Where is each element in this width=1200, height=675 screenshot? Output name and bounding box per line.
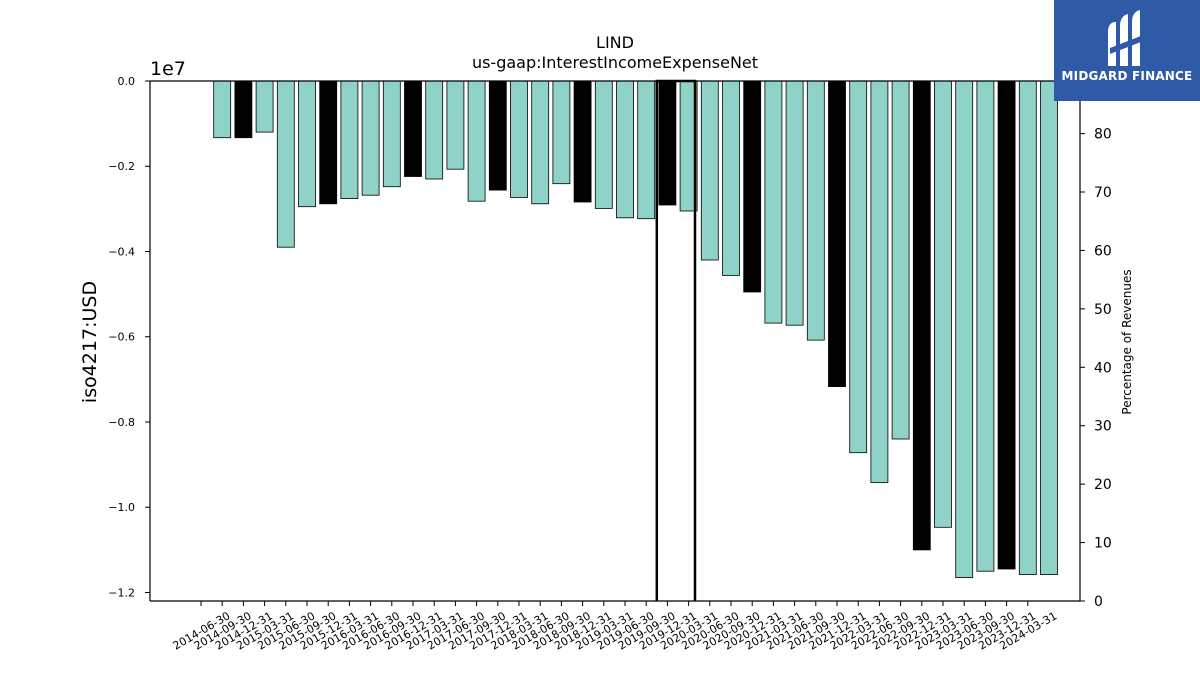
bar-2018-06-30 bbox=[531, 80, 550, 205]
y2-tick-label: 10 bbox=[1094, 536, 1112, 552]
y-tick-label: 0.0 bbox=[118, 75, 136, 88]
y-tick-label: −1.2 bbox=[108, 586, 135, 599]
bar-2017-09-30 bbox=[467, 80, 486, 202]
y2-tick-label: 30 bbox=[1094, 419, 1112, 435]
bar-2015-06-30 bbox=[276, 80, 295, 248]
bar-2018-09-30 bbox=[552, 80, 571, 185]
bar-2023-12-31 bbox=[997, 80, 1016, 570]
bar-2019-09-30 bbox=[637, 80, 656, 220]
bar-2023-03-31 bbox=[934, 80, 952, 528]
bar-2014-12-31 bbox=[234, 80, 253, 139]
bar-2016-06-30 bbox=[361, 80, 380, 196]
bar-2019-03-31 bbox=[594, 80, 613, 209]
y-tick-label: −0.6 bbox=[108, 331, 135, 344]
y-axis-offset-label: 1e7 bbox=[150, 58, 186, 80]
bar-2016-12-31 bbox=[404, 80, 422, 177]
bar-2015-03-31 bbox=[255, 80, 274, 133]
y-axis-label: iso4217:USD bbox=[79, 281, 101, 403]
bar-2018-03-31 bbox=[510, 80, 528, 198]
bar-2017-12-31 bbox=[488, 80, 507, 191]
y2-tick-label: 0 bbox=[1094, 594, 1103, 610]
bar-2023-09-30 bbox=[976, 80, 995, 572]
y2-tick-label: 40 bbox=[1094, 360, 1112, 376]
bar-2021-06-30 bbox=[785, 80, 804, 326]
chart-subtitle: us-gaap:InterestIncomeExpenseNet bbox=[472, 53, 758, 72]
bar-2022-06-30 bbox=[870, 80, 889, 483]
chart-title: LIND bbox=[596, 33, 634, 52]
bar-2019-12-31 bbox=[658, 80, 677, 206]
bar-2021-09-30 bbox=[806, 80, 825, 341]
y-tick-label: −0.4 bbox=[108, 245, 135, 258]
y2-tick-label: 20 bbox=[1094, 477, 1112, 493]
midgard-logo-icon bbox=[1108, 10, 1146, 66]
brand-logo: MIDGARD FINANCE bbox=[1054, 0, 1200, 101]
bar-2015-09-30 bbox=[298, 80, 316, 208]
bar-2021-03-31 bbox=[764, 80, 783, 324]
bar-2019-06-30 bbox=[616, 80, 634, 219]
bar-2021-12-31 bbox=[828, 80, 846, 388]
y2-axis-label: Percentage of Revenues bbox=[1120, 269, 1134, 414]
y2-tick-label: 60 bbox=[1094, 243, 1112, 259]
bar-2018-12-31 bbox=[573, 80, 592, 203]
y-tick-label: −0.8 bbox=[108, 416, 135, 429]
y2-tick-label: 50 bbox=[1094, 302, 1112, 318]
bar-2017-03-31 bbox=[425, 80, 444, 180]
bar-2022-03-31 bbox=[849, 80, 868, 454]
y2-tick-label: 80 bbox=[1094, 127, 1112, 143]
bar-2022-09-30 bbox=[891, 80, 910, 440]
y-tick-label: −1.0 bbox=[108, 501, 135, 514]
brand-logo-text: MIDGARD FINANCE bbox=[1061, 69, 1193, 83]
bar-2020-09-30 bbox=[722, 80, 740, 276]
bar-2023-06-30 bbox=[955, 80, 974, 579]
bar-2015-12-31 bbox=[319, 80, 338, 205]
bar-2020-12-31 bbox=[743, 80, 762, 293]
bar-2024-03-31 bbox=[1018, 80, 1037, 576]
bar-2016-03-31 bbox=[340, 80, 359, 199]
y2-tick-label: 70 bbox=[1094, 185, 1112, 201]
y-tick-label: −0.2 bbox=[108, 160, 135, 173]
bar-2016-09-30 bbox=[382, 80, 401, 188]
bar-2022-12-31 bbox=[912, 80, 931, 551]
bar-2020-06-30 bbox=[700, 80, 719, 261]
bar-2017-06-30 bbox=[446, 80, 465, 170]
bar-2014-09-30 bbox=[213, 80, 232, 139]
bar-undefined bbox=[1040, 80, 1058, 576]
